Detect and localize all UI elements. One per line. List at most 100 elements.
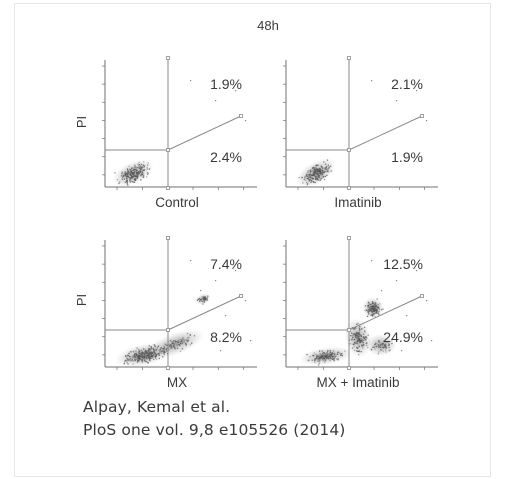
- event-dot: [131, 181, 134, 183]
- event-dot: [357, 322, 359, 325]
- event-dot: [164, 343, 166, 345]
- event-dot: [135, 169, 137, 171]
- event-dot: [327, 350, 329, 352]
- gate-handle: [166, 186, 170, 190]
- event-dot: [380, 349, 382, 351]
- event-dot: [320, 175, 322, 177]
- event-dot: [177, 341, 179, 344]
- event-dot: [352, 333, 354, 335]
- event-dot: [314, 172, 316, 174]
- event-dot: [150, 346, 152, 348]
- quadrant-percent-lower: 8.2%: [210, 329, 242, 345]
- event-dot: [307, 170, 309, 172]
- event-dot: [318, 362, 320, 364]
- event-dot: [140, 179, 142, 181]
- event-dot: [123, 172, 126, 174]
- event-dot: [150, 351, 153, 353]
- event-dot: [360, 351, 362, 353]
- event-dot: [146, 172, 149, 174]
- event-dot: [140, 170, 142, 172]
- event-dot: [339, 354, 342, 356]
- event-dot: [149, 357, 151, 359]
- event-dot: [140, 353, 142, 355]
- event-dot: [312, 173, 314, 175]
- event-dot: [320, 171, 322, 173]
- event-dot: [146, 362, 149, 364]
- event-dot: [122, 175, 124, 177]
- event-dot: [333, 357, 336, 360]
- event-dot: [358, 345, 360, 347]
- event-dot: [126, 182, 128, 184]
- event-dot: [126, 356, 128, 358]
- event-dot: [370, 306, 372, 308]
- event-dot: [322, 171, 324, 173]
- event-dot: [152, 355, 154, 357]
- event-dot: [129, 173, 131, 175]
- event-dot: [141, 349, 143, 351]
- event-dot: [132, 181, 135, 183]
- event-dot: [388, 350, 390, 352]
- event-dot: [125, 180, 128, 183]
- event-dot: [372, 311, 374, 313]
- event-dot: [179, 343, 181, 345]
- event-dot: [313, 181, 316, 183]
- event-dot: [181, 342, 184, 345]
- event-dot: [163, 353, 165, 356]
- event-dot: [147, 347, 149, 349]
- event-dot: [317, 360, 319, 362]
- event-dot: [328, 166, 330, 168]
- event-dot: [367, 310, 369, 313]
- event-dot: [139, 357, 142, 359]
- event-dot: [311, 169, 314, 171]
- event-dot: [367, 305, 369, 307]
- event-dot: [203, 301, 205, 303]
- event-dot: [181, 341, 183, 343]
- event-dot: [311, 359, 313, 361]
- event-dot: [203, 300, 206, 302]
- event-dot: [245, 300, 247, 302]
- event-dot: [128, 165, 130, 167]
- event-dot: [308, 176, 310, 178]
- event-dot: [201, 300, 203, 303]
- event-dot: [368, 312, 371, 314]
- event-dot: [340, 354, 342, 356]
- event-dot: [324, 171, 326, 173]
- event-dot: [310, 176, 312, 178]
- event-dot: [308, 180, 310, 182]
- event-dot: [127, 184, 129, 186]
- event-dot: [155, 355, 157, 357]
- event-dot: [311, 179, 313, 181]
- event-dot: [140, 174, 143, 176]
- event-dot: [127, 171, 129, 173]
- event-dot: [132, 172, 135, 174]
- event-dot: [321, 171, 324, 173]
- event-dot: [174, 348, 176, 350]
- event-dot: [368, 309, 370, 311]
- event-dot: [125, 360, 127, 362]
- event-dot: [363, 336, 365, 338]
- event-dot: [320, 170, 322, 172]
- event-dot: [163, 349, 165, 351]
- event-dot: [377, 307, 379, 309]
- event-dot: [141, 359, 143, 361]
- event-dot: [321, 355, 323, 357]
- event-dot: [326, 351, 328, 354]
- event-dot: [322, 354, 324, 356]
- event-dot: [303, 178, 305, 181]
- event-dot: [332, 350, 335, 352]
- event-dot: [388, 342, 390, 344]
- event-dot: [162, 350, 164, 352]
- event-dot: [326, 357, 328, 359]
- event-dot: [153, 350, 155, 352]
- event-dot: [306, 177, 308, 180]
- event-dot: [319, 170, 321, 172]
- event-dot: [134, 353, 136, 355]
- event-dot: [312, 181, 314, 183]
- event-dot: [329, 350, 331, 352]
- event-dot: [148, 357, 150, 359]
- event-dot: [189, 343, 192, 346]
- quadrant-gate-diagonal: [167, 115, 242, 151]
- event-dot: [131, 172, 133, 174]
- event-dot: [138, 353, 140, 355]
- event-dot: [326, 356, 328, 358]
